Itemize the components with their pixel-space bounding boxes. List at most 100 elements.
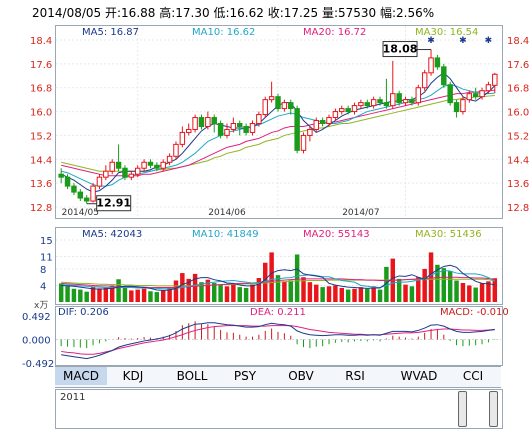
- candle-body: [326, 117, 332, 124]
- volume-bar: [154, 292, 160, 302]
- high-label: 18.08: [383, 43, 418, 56]
- volume-bar: [237, 287, 242, 302]
- volume-bar: [326, 286, 332, 302]
- close-label: 收:: [267, 6, 284, 20]
- volume-bar: [78, 289, 83, 302]
- history-navigator[interactable]: [55, 389, 503, 429]
- volume-bar: [135, 289, 140, 302]
- volume-bar: [116, 279, 121, 302]
- volume-bar: [377, 289, 383, 302]
- volume-bar: [192, 273, 198, 302]
- volume-bar: [479, 283, 485, 302]
- candle-body: [428, 57, 434, 74]
- tab-obv[interactable]: OBV: [288, 369, 314, 383]
- volume-bar: [416, 277, 421, 302]
- candle-body: [466, 93, 473, 101]
- volume-bar: [288, 280, 293, 302]
- volume-bar: [473, 287, 478, 302]
- volume-bar: [371, 286, 376, 302]
- candle-body: [358, 102, 364, 107]
- price-ma30-legend: MA30: 16.54: [415, 27, 479, 38]
- candle-body: [217, 123, 224, 136]
- volume-bar: [492, 278, 498, 302]
- tab-boll[interactable]: BOLL: [176, 369, 208, 383]
- tab-wvad[interactable]: WVAD: [400, 369, 438, 383]
- volume-bar: [409, 286, 415, 302]
- volume-bar: [186, 278, 191, 302]
- volume-ma5-line: [61, 264, 495, 291]
- price-axis-tick-right: 13.6: [507, 179, 529, 190]
- volume-bar: [109, 285, 115, 302]
- volume-axis-tick: 15: [40, 236, 53, 247]
- candle-body: [230, 123, 237, 130]
- candle-body: [90, 185, 96, 202]
- tab-cci[interactable]: CCI: [462, 369, 484, 383]
- low-value: 16.62: [229, 6, 264, 20]
- navigator-left-handle[interactable]: [458, 391, 467, 427]
- volume-bar: [103, 287, 109, 302]
- volume-bar: [454, 280, 459, 302]
- low-label: 12.91: [96, 197, 131, 210]
- volume-bar: [282, 281, 287, 302]
- price-axis-tick-left: 16.0: [30, 108, 52, 119]
- tab-macd[interactable]: MACD: [55, 367, 107, 385]
- candle-body: [409, 99, 415, 104]
- price-x-axis-label: 2014/07: [342, 208, 379, 218]
- quote-header: 2014/08/05 开:16.88 高:17.30 低:16.62 收:17.…: [32, 4, 434, 21]
- candle-body: [192, 117, 198, 130]
- volume-bar: [320, 287, 325, 302]
- volume-bar: [403, 284, 408, 302]
- price-axis-tick-right: 14.4: [507, 155, 529, 166]
- candle-body: [83, 197, 90, 202]
- volume-bar: [205, 279, 211, 302]
- high-label: 高:: [159, 6, 176, 20]
- volume-bar: [467, 285, 472, 302]
- candle-body: [275, 96, 281, 110]
- candle-body: [492, 73, 498, 86]
- candle-body: [370, 99, 377, 107]
- volume-bar: [212, 282, 217, 302]
- price-panel[interactable]: [55, 25, 503, 219]
- candle-body: [96, 176, 103, 187]
- volume-axis-tick: 4: [40, 281, 46, 292]
- close-value: 17.25: [283, 6, 319, 20]
- volume-bar: [224, 286, 230, 302]
- macd-axis-tick: 0.000: [22, 336, 51, 347]
- candle-body: [479, 90, 485, 98]
- candle-body: [205, 117, 211, 127]
- volume-bar: [65, 286, 70, 302]
- price-ma20-legend: MA20: 16.72: [303, 27, 367, 38]
- candle-body: [262, 99, 268, 116]
- volume-bar: [307, 282, 313, 302]
- indicator-tab-bar: [55, 366, 501, 388]
- candle-body: [288, 102, 294, 110]
- candle-body: [154, 164, 160, 169]
- candle-body: [211, 117, 217, 124]
- candle-body: [64, 176, 71, 187]
- event-star-icon: ✱: [459, 36, 467, 46]
- tab-rsi[interactable]: RSI: [345, 369, 365, 383]
- candle-body: [377, 99, 383, 104]
- change-value: 2.56%: [396, 6, 435, 20]
- event-star-icon: ✱: [485, 36, 493, 46]
- volume-bar: [218, 284, 223, 302]
- price-axis-tick-left: 12.8: [30, 203, 52, 214]
- macd-panel[interactable]: [55, 306, 503, 366]
- navigator-right-handle[interactable]: [489, 391, 498, 427]
- volume-ma30-legend: MA30: 51436: [415, 229, 482, 240]
- volume-bar: [243, 287, 249, 302]
- candle-body: [434, 57, 441, 68]
- tab-kdj[interactable]: KDJ: [122, 369, 144, 383]
- candle-body: [351, 105, 358, 113]
- volume-ma10-legend: MA10: 41849: [192, 229, 259, 240]
- volume-axis-tick: 8: [40, 265, 46, 276]
- macd-value-legend: MACD: -0.010: [440, 307, 509, 318]
- candle-body: [345, 108, 351, 113]
- tab-psy[interactable]: PSY: [233, 369, 257, 383]
- macd-dif-legend: DIF: 0.206: [58, 307, 109, 318]
- price-axis-tick-left: 14.4: [30, 155, 52, 166]
- candle-body: [103, 170, 109, 178]
- low-label: 低:: [213, 6, 230, 20]
- open-label: 开:: [105, 6, 122, 20]
- volume-bar: [339, 287, 344, 302]
